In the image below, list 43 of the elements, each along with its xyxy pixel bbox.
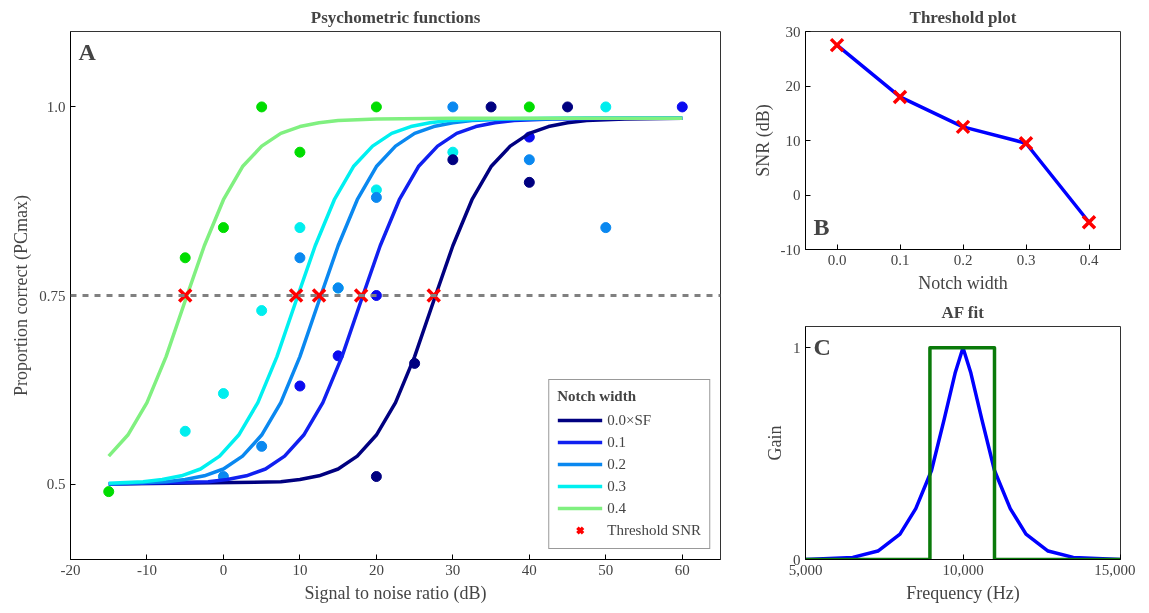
y-tick-label: 0.5	[46, 476, 66, 493]
x-tick-label: 60	[674, 561, 690, 578]
legend-label: 0.1	[607, 433, 627, 451]
x-tick-label: 30	[445, 561, 461, 578]
y-axis-title: SNR (dB)	[752, 104, 774, 177]
legend-label: 0.0×SF	[607, 411, 652, 429]
y-axis-title: Gain	[765, 425, 785, 461]
legend-title: Notch width	[557, 388, 637, 405]
x-axis-title: Frequency (Hz)	[906, 582, 1020, 604]
x-axis-title: Notch width	[918, 272, 1008, 293]
y-tick-label: 20	[785, 78, 801, 94]
chart-title: Threshold plot	[909, 7, 1017, 27]
x-tick-label: 0.0	[827, 251, 847, 268]
x-tick-label: 15,000	[1094, 561, 1136, 578]
annotation: B	[813, 213, 830, 240]
x-tick-label: 0.3	[1016, 251, 1036, 268]
x-tick-label: 0.1	[890, 251, 910, 268]
annotation: A	[78, 38, 97, 65]
chart-title: Psychometric functions	[310, 7, 481, 27]
y-tick-label: 10	[785, 132, 801, 149]
y-tick-label: 1.0	[46, 98, 66, 115]
y-tick-label: 1	[793, 339, 801, 356]
x-tick-label: -10	[136, 561, 157, 578]
x-tick-label: 40	[521, 561, 537, 578]
chart-title: AF fit	[941, 302, 985, 322]
y-tick-label: 0.75	[39, 287, 66, 304]
x-tick-label: 10,000	[942, 561, 984, 578]
y-tick-label: 30	[785, 23, 801, 40]
x-axis-title: Signal to noise ratio (dB)	[304, 582, 487, 604]
y-tick-label: 0	[793, 187, 801, 203]
x-tick-label: 20	[368, 561, 384, 578]
legend-label: 0.4	[607, 499, 627, 517]
x-tick-label: 0.2	[953, 251, 973, 268]
legend-label: Threshold SNR	[607, 521, 701, 539]
x-tick-label: -20	[60, 561, 81, 578]
x-tick-label: 0.4	[1079, 251, 1099, 268]
x-tick-label: 10	[292, 561, 308, 578]
x-tick-label: 0	[219, 561, 228, 578]
legend-label: 0.2	[607, 455, 627, 473]
y-axis-title: Proportion correct (PCmax)	[11, 195, 33, 396]
legend-label: 0.3	[607, 477, 627, 495]
annotation: C	[813, 333, 831, 360]
x-tick-label: 50	[598, 561, 614, 578]
